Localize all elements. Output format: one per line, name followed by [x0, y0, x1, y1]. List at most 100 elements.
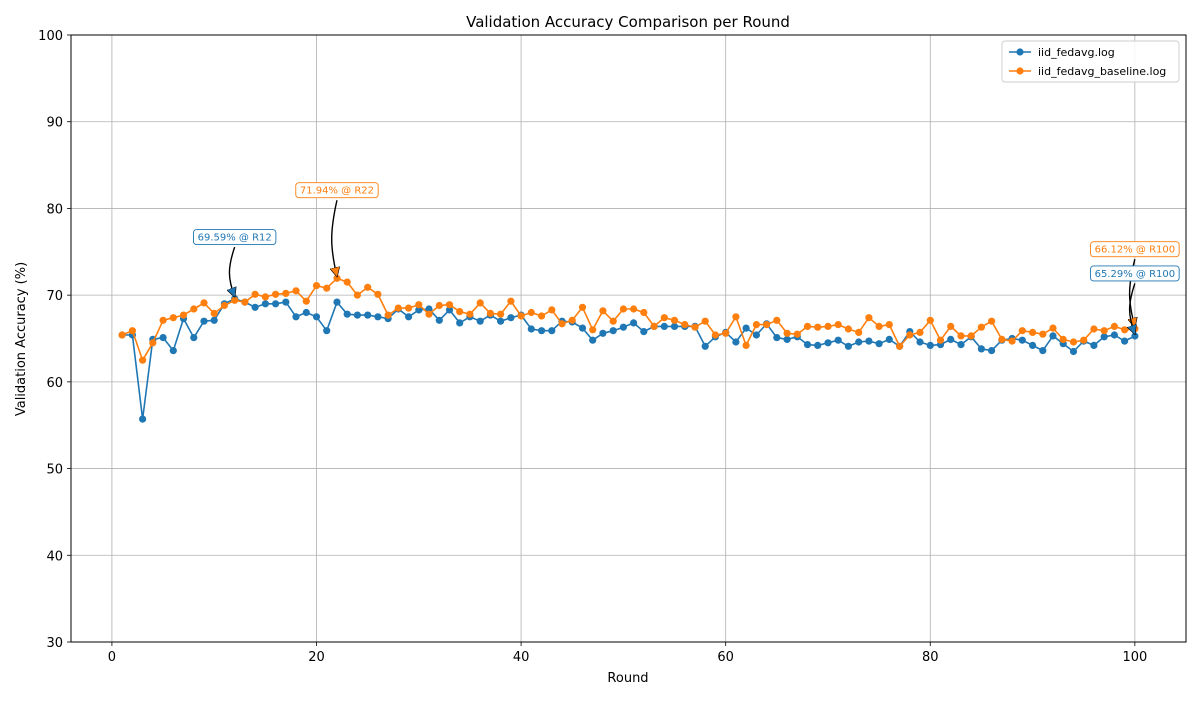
data-point: [425, 310, 433, 318]
data-point: [1080, 336, 1088, 344]
y-axis-label: Validation Accuracy (%): [14, 262, 29, 416]
data-point: [855, 338, 863, 346]
data-point: [139, 356, 147, 364]
grid-lines: [71, 34, 1186, 643]
data-point: [732, 313, 740, 321]
data-point: [292, 287, 300, 295]
data-point: [128, 327, 136, 335]
data-point: [159, 316, 167, 324]
data-point: [1121, 326, 1129, 334]
data-point: [466, 310, 474, 318]
series-lines: [118, 274, 1139, 423]
data-point: [1110, 322, 1118, 330]
data-point: [435, 301, 443, 310]
chart-title: Validation Accuracy Comparison per Round: [466, 13, 790, 31]
data-point: [159, 334, 167, 342]
data-point: [415, 301, 423, 309]
data-point: [333, 298, 341, 306]
data-point: [722, 329, 730, 337]
data-point: [834, 321, 842, 329]
data-point: [609, 317, 617, 325]
x-tick-label: 100: [1122, 650, 1147, 665]
data-point: [660, 322, 668, 330]
data-point: [548, 306, 556, 314]
annotation-label: 71.94% @ R22: [300, 186, 374, 197]
data-point: [885, 335, 893, 343]
data-point: [538, 312, 546, 320]
data-point: [1029, 341, 1037, 349]
data-point: [190, 334, 198, 342]
data-point: [200, 299, 208, 307]
data-point: [670, 316, 679, 324]
y-tick-label: 60: [46, 376, 63, 391]
data-point: [977, 323, 986, 331]
data-point: [875, 340, 883, 348]
data-point: [139, 415, 147, 423]
data-point: [957, 332, 965, 340]
data-point: [231, 296, 239, 304]
data-point: [456, 319, 464, 327]
data-point: [292, 313, 300, 321]
data-point: [834, 336, 842, 344]
data-point: [476, 299, 484, 307]
data-point: [773, 334, 781, 342]
axes: 0 20 40 60 80 100 30 40 50 60 70 80 90 100: [38, 29, 1187, 665]
data-point: [630, 319, 638, 327]
data-point: [640, 328, 648, 336]
data-point: [476, 317, 484, 325]
x-tick-label: 0: [108, 650, 116, 665]
data-point: [701, 317, 709, 325]
data-point: [609, 327, 617, 335]
data-point: [957, 341, 965, 349]
data-point: [190, 305, 198, 313]
data-point: [405, 313, 413, 321]
annotation-label: 65.29% @ R100: [1095, 269, 1176, 280]
data-point: [251, 303, 259, 311]
data-point: [517, 312, 525, 320]
y-tick-label: 40: [46, 549, 63, 564]
data-point: [323, 284, 331, 292]
data-point: [589, 336, 597, 344]
data-point: [1029, 328, 1037, 336]
data-point: [302, 297, 310, 305]
data-point: [1090, 341, 1098, 349]
data-point: [210, 309, 218, 317]
data-point: [1008, 337, 1016, 345]
data-point: [783, 329, 791, 337]
data-point: [343, 278, 351, 286]
data-point: [210, 316, 218, 324]
data-point: [619, 323, 628, 331]
data-point: [906, 331, 914, 339]
data-point: [742, 324, 750, 332]
data-point: [445, 306, 454, 314]
data-point: [814, 323, 822, 331]
data-point: [865, 337, 873, 345]
data-point: [353, 291, 361, 299]
legend: iid_fedavg.log iid_fedavg_baseline.log: [1001, 40, 1180, 83]
data-point: [568, 316, 576, 324]
data-point: [670, 322, 679, 330]
annotation-box: [193, 229, 277, 245]
data-point: [578, 324, 587, 332]
data-point: [527, 325, 535, 333]
legend-label: iid_fedavg.log: [1038, 46, 1115, 59]
data-point: [118, 331, 126, 339]
legend-label: iid_fedavg_baseline.log: [1038, 65, 1166, 78]
data-point: [773, 316, 781, 324]
data-point: [220, 301, 228, 310]
data-point: [1069, 338, 1078, 346]
x-tick-label: 80: [922, 650, 939, 665]
data-point: [885, 321, 893, 329]
data-point: [742, 341, 750, 349]
data-point: [824, 322, 832, 330]
data-point: [926, 341, 934, 349]
data-point: [353, 311, 361, 319]
data-point: [169, 314, 177, 322]
data-point: [844, 325, 853, 333]
data-point: [803, 322, 812, 330]
y-tick-label: 70: [46, 289, 63, 304]
data-point: [896, 342, 904, 350]
data-point: [967, 332, 975, 340]
